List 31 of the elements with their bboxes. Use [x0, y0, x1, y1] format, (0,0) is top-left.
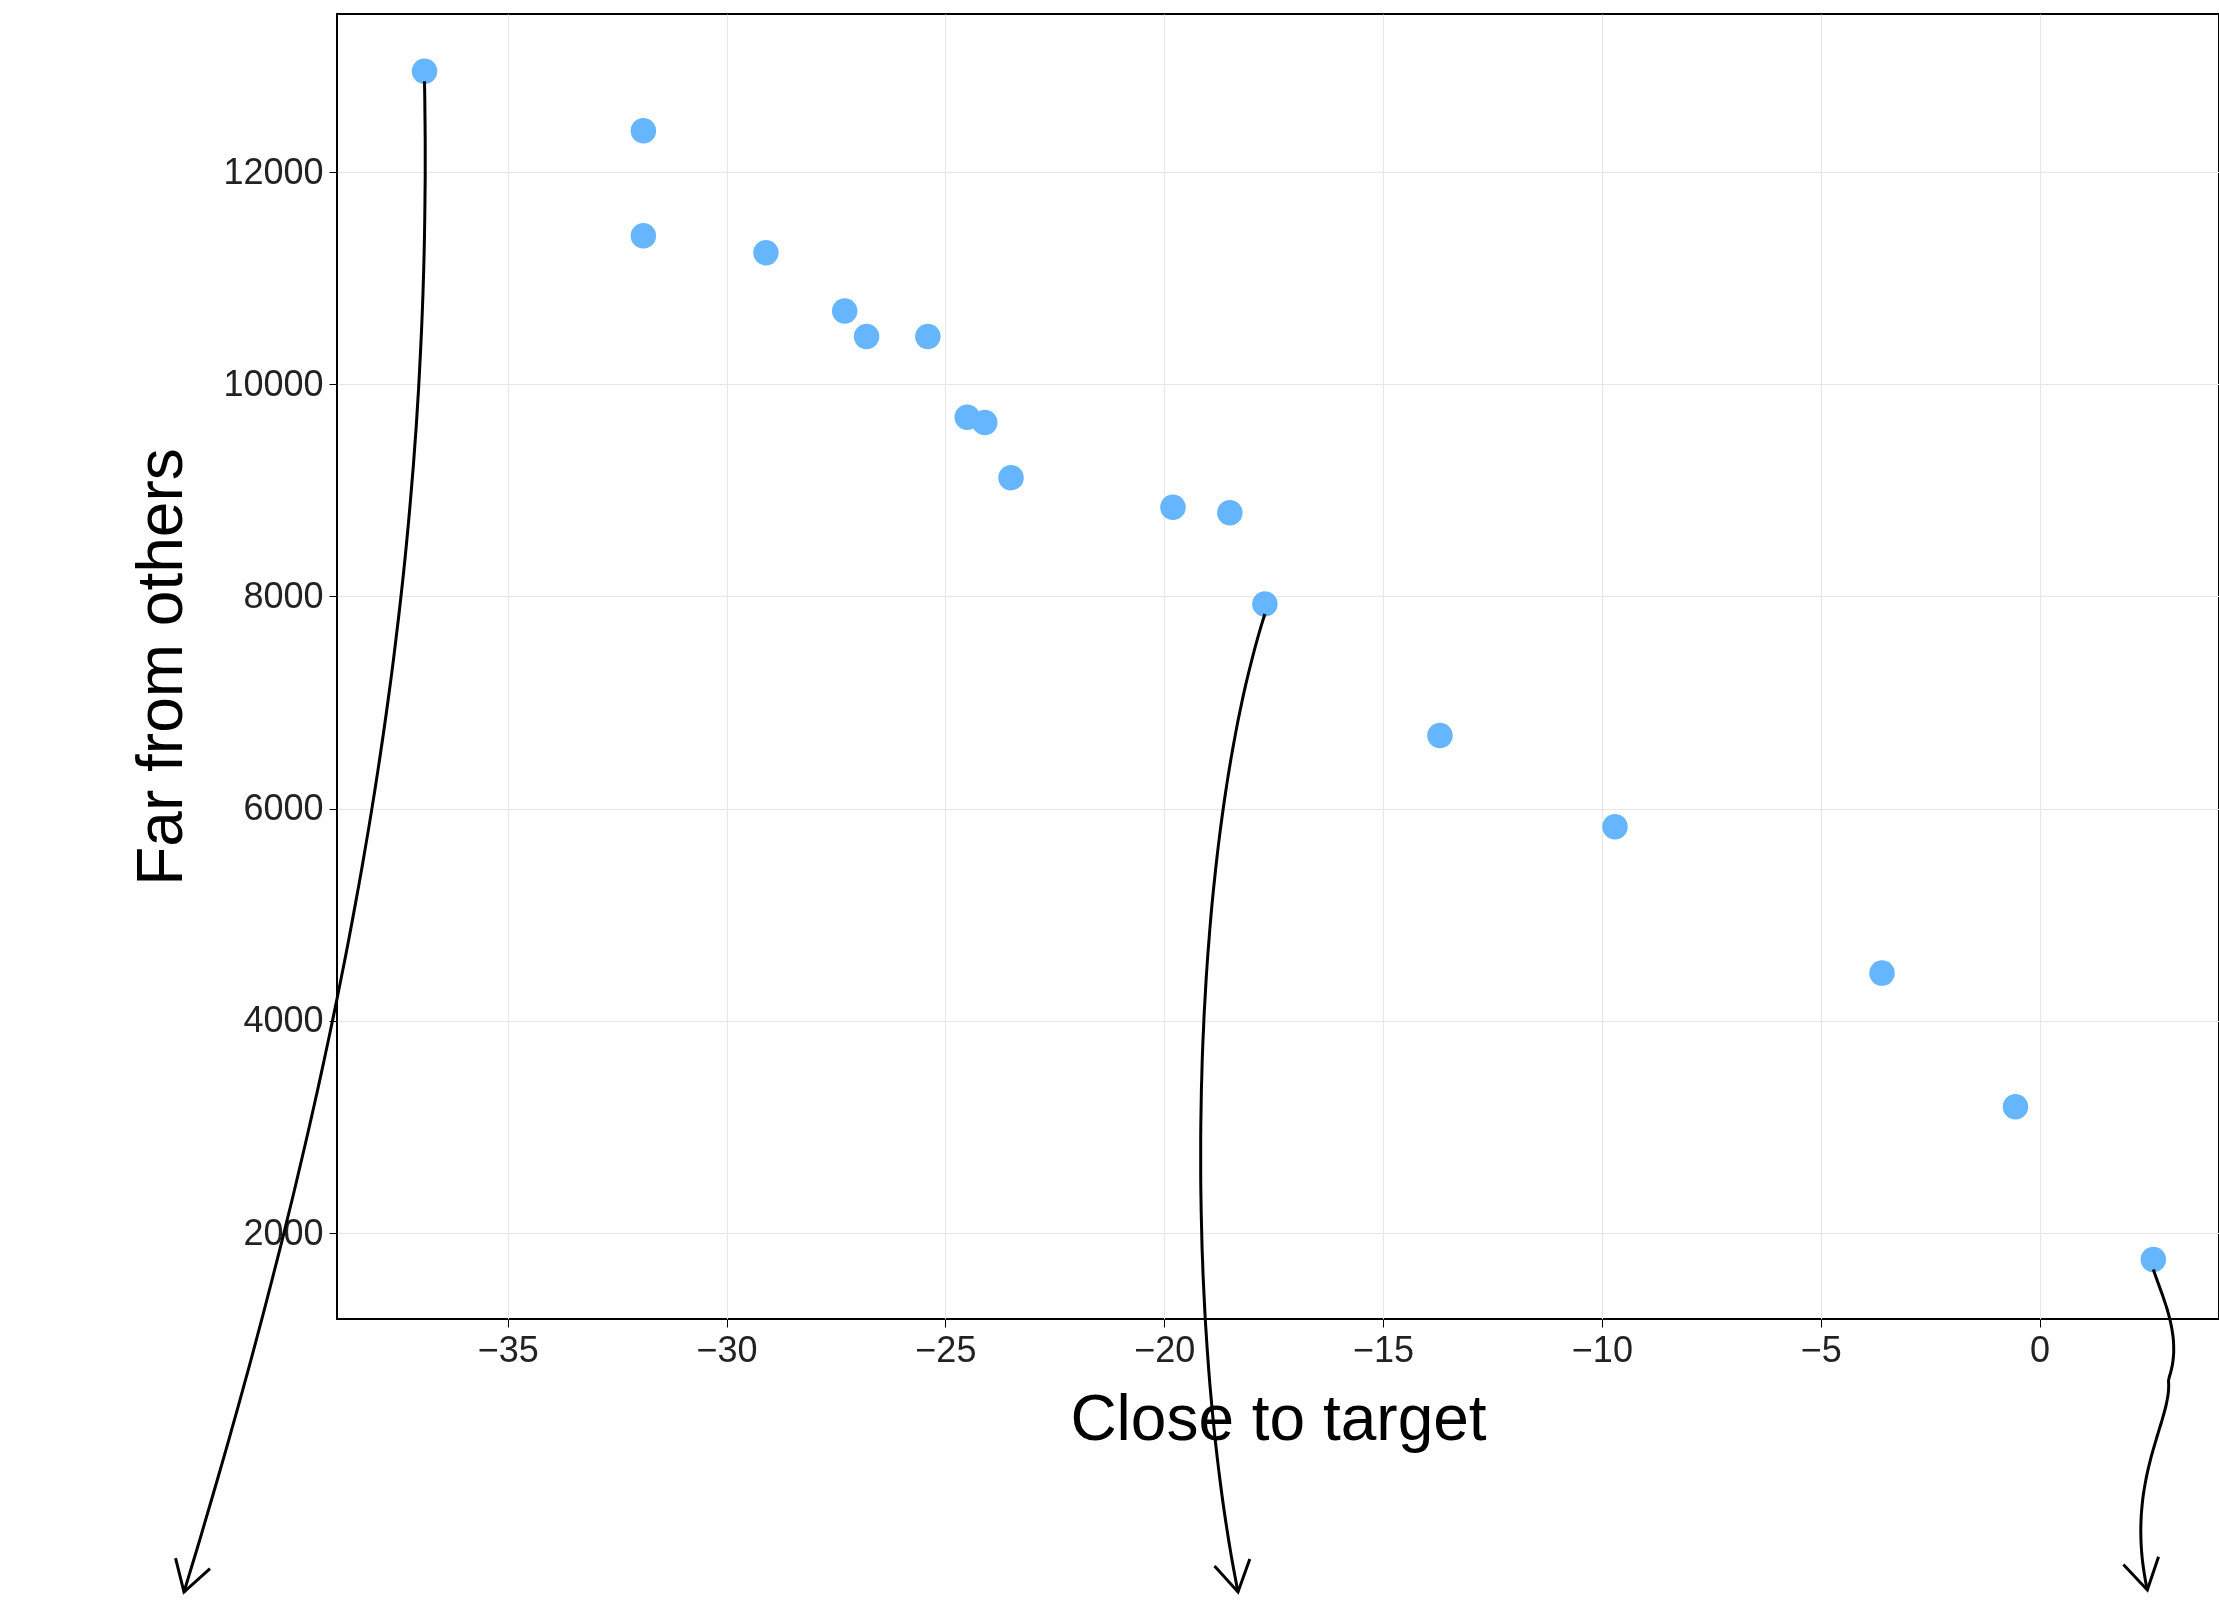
point: [753, 240, 779, 266]
point: [2002, 1094, 2029, 1120]
x-tick-label: −35: [477, 1328, 539, 1370]
point: [853, 323, 880, 350]
point: [831, 298, 858, 324]
point: [1160, 494, 1186, 521]
x-tick-label: −10: [1571, 1328, 1633, 1370]
y-tick-label: 4000: [243, 999, 324, 1041]
x-tick-label: −25: [915, 1328, 977, 1370]
point: [2140, 1246, 2167, 1273]
x-tick-label: −5: [1800, 1328, 1842, 1370]
point: [630, 117, 657, 144]
point: [998, 464, 1024, 491]
y-tick-label: 6000: [243, 787, 324, 829]
point: [411, 58, 438, 85]
y-tick-label: 10000: [223, 362, 324, 404]
point: [1252, 591, 1278, 617]
point: [915, 323, 941, 350]
point: [1869, 960, 1895, 986]
point: [1427, 722, 1453, 749]
point: [1602, 813, 1628, 840]
x-tick-label: −15: [1353, 1328, 1415, 1370]
y-axis-title: Far from others: [124, 448, 197, 886]
point: [630, 223, 657, 249]
x-tick-label: −20: [1134, 1328, 1196, 1370]
x-tick-label: −30: [696, 1328, 758, 1370]
y-tick-label: 12000: [223, 150, 324, 192]
point: [972, 409, 998, 436]
point: [1217, 499, 1243, 526]
x-tick-label: 0: [2030, 1328, 2051, 1370]
y-tick-label: 8000: [243, 574, 324, 616]
